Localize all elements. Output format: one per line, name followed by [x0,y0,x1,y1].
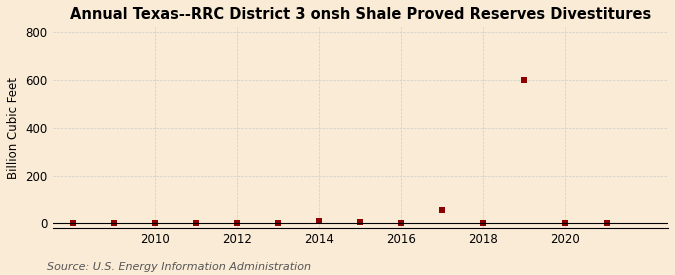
Title: Annual Texas--RRC District 3 onsh Shale Proved Reserves Divestitures: Annual Texas--RRC District 3 onsh Shale … [70,7,651,22]
Y-axis label: Billion Cubic Feet: Billion Cubic Feet [7,77,20,179]
Text: Source: U.S. Energy Information Administration: Source: U.S. Energy Information Administ… [47,262,311,272]
